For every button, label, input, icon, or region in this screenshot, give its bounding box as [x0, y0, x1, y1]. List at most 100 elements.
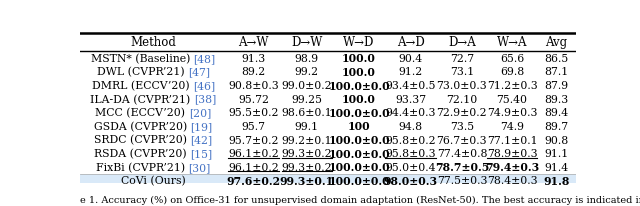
Text: 98.6±0.1: 98.6±0.1 [282, 108, 332, 118]
Text: 100.0: 100.0 [342, 67, 376, 77]
Text: 89.4: 89.4 [544, 108, 568, 118]
Text: 99.3±0.2: 99.3±0.2 [282, 149, 332, 158]
Text: 71.2±0.3: 71.2±0.3 [486, 81, 538, 91]
Text: Avg: Avg [545, 36, 567, 49]
Text: 87.1: 87.1 [544, 67, 568, 77]
Text: 91.8: 91.8 [543, 175, 570, 186]
Text: 72.9±0.2: 72.9±0.2 [436, 108, 487, 118]
Text: 97.6±0.2: 97.6±0.2 [227, 175, 281, 186]
Text: MSTN* (Baseline) [48]: MSTN* (Baseline) [48] [91, 53, 216, 64]
Text: 75.40: 75.40 [497, 94, 527, 104]
Text: 94.4±0.3: 94.4±0.3 [385, 108, 436, 118]
Text: 77.5±0.3: 77.5±0.3 [436, 176, 487, 185]
Text: 99.3±0.2: 99.3±0.2 [282, 162, 332, 172]
Text: 86.5: 86.5 [544, 54, 568, 63]
Text: 72.10: 72.10 [446, 94, 477, 104]
Text: 73.5: 73.5 [450, 121, 474, 131]
Text: 100.0±0.0: 100.0±0.0 [328, 134, 390, 145]
Text: 73.1: 73.1 [450, 67, 474, 77]
Text: 90.8: 90.8 [544, 135, 568, 145]
Text: 100.0±0.0: 100.0±0.0 [328, 107, 390, 118]
Text: 95.72: 95.72 [238, 94, 269, 104]
Text: 96.1±0.2: 96.1±0.2 [228, 149, 279, 158]
Text: DMRL (ECCV’20) [46]: DMRL (ECCV’20) [46] [92, 81, 215, 91]
Text: CoVi (Ours): CoVi (Ours) [121, 175, 186, 186]
Text: 93.37: 93.37 [395, 94, 426, 104]
Text: 100.0: 100.0 [342, 53, 376, 64]
Text: D→A: D→A [448, 36, 476, 49]
Text: GSDA (CVPR’20) [19]: GSDA (CVPR’20) [19] [93, 121, 212, 131]
Text: 89.3: 89.3 [544, 94, 568, 104]
Text: MCC (ECCV’20): MCC (ECCV’20) [95, 108, 189, 118]
Text: [48]: [48] [193, 54, 216, 63]
Text: 99.1: 99.1 [295, 121, 319, 131]
Text: SRDC (CVPR’20): SRDC (CVPR’20) [94, 135, 190, 145]
Text: 99.2±0.1: 99.2±0.1 [282, 135, 332, 145]
Text: DWL (CVPR’21) [47]: DWL (CVPR’21) [47] [97, 67, 210, 77]
Text: 95.8±0.2: 95.8±0.2 [385, 135, 436, 145]
Text: W→D: W→D [343, 36, 374, 49]
Text: DMRL (ECCV’20): DMRL (ECCV’20) [92, 81, 193, 91]
Text: 94.8: 94.8 [399, 121, 422, 131]
Text: 78.9±0.3: 78.9±0.3 [486, 149, 538, 158]
Text: 95.7: 95.7 [242, 121, 266, 131]
Text: [47]: [47] [188, 67, 210, 77]
Text: RSDA (CVPR’20): RSDA (CVPR’20) [94, 148, 190, 159]
Text: 90.4: 90.4 [399, 54, 422, 63]
Text: 74.9±0.3: 74.9±0.3 [487, 108, 537, 118]
Text: 87.9: 87.9 [544, 81, 568, 91]
Text: [42]: [42] [190, 135, 212, 145]
Text: 78.4±0.3: 78.4±0.3 [486, 176, 538, 185]
Text: 100.0±0.0: 100.0±0.0 [328, 162, 390, 172]
Text: 77.1±0.1: 77.1±0.1 [486, 135, 538, 145]
Text: 100: 100 [348, 121, 371, 132]
Text: 91.2: 91.2 [399, 67, 422, 77]
Text: MCC (ECCV’20) [20]: MCC (ECCV’20) [20] [95, 108, 211, 118]
Text: [38]: [38] [194, 94, 216, 104]
Text: 89.7: 89.7 [544, 121, 568, 131]
Text: 77.4±0.8: 77.4±0.8 [436, 149, 487, 158]
Text: 93.4±0.5: 93.4±0.5 [385, 81, 436, 91]
Text: 95.5±0.2: 95.5±0.2 [228, 108, 279, 118]
Text: 91.3: 91.3 [241, 54, 266, 63]
Text: SRDC (CVPR’20) [42]: SRDC (CVPR’20) [42] [94, 135, 212, 145]
Text: [46]: [46] [193, 81, 215, 91]
Text: 99.0±0.2: 99.0±0.2 [282, 81, 332, 91]
Text: A→D: A→D [397, 36, 424, 49]
Text: MSTN* (Baseline): MSTN* (Baseline) [91, 53, 193, 64]
Text: 96.1±0.2: 96.1±0.2 [228, 162, 279, 172]
Text: 98.0±0.3: 98.0±0.3 [383, 175, 438, 186]
Text: 69.8: 69.8 [500, 67, 524, 77]
Text: 100.0±0.0: 100.0±0.0 [328, 175, 390, 186]
Text: 99.2: 99.2 [295, 67, 319, 77]
Text: 89.2: 89.2 [241, 67, 266, 77]
Text: 95.0±0.4: 95.0±0.4 [385, 162, 436, 172]
Text: 99.3±0.1: 99.3±0.1 [280, 175, 334, 186]
Text: ILA-DA (CVPR’21) [38]: ILA-DA (CVPR’21) [38] [90, 94, 216, 104]
Bar [80, 174, 576, 187]
Text: FixBi (CVPR’21) [30]: FixBi (CVPR’21) [30] [96, 162, 211, 172]
Text: D→W: D→W [291, 36, 323, 49]
Text: 72.7: 72.7 [450, 54, 474, 63]
Text: 73.0±0.3: 73.0±0.3 [436, 81, 487, 91]
Text: 100.0±0.0: 100.0±0.0 [328, 148, 390, 159]
Text: 100.0±0.0: 100.0±0.0 [328, 80, 390, 91]
Text: 65.6: 65.6 [500, 54, 524, 63]
Text: Method: Method [130, 36, 176, 49]
Text: 95.7±0.2: 95.7±0.2 [228, 135, 279, 145]
Text: RSDA (CVPR’20) [15]: RSDA (CVPR’20) [15] [94, 148, 212, 159]
Text: 78.7±0.5: 78.7±0.5 [435, 162, 489, 172]
Text: [30]: [30] [188, 162, 211, 172]
Text: 74.9: 74.9 [500, 121, 524, 131]
Text: [20]: [20] [189, 108, 211, 118]
Text: 90.8±0.3: 90.8±0.3 [228, 81, 279, 91]
Text: 79.4±0.3: 79.4±0.3 [485, 162, 539, 172]
Text: [19]: [19] [191, 121, 212, 131]
Text: 76.7±0.3: 76.7±0.3 [436, 135, 487, 145]
Text: W→A: W→A [497, 36, 527, 49]
Text: 99.25: 99.25 [291, 94, 323, 104]
Text: A→W: A→W [238, 36, 269, 49]
Text: 98.9: 98.9 [295, 54, 319, 63]
Text: 100.0: 100.0 [342, 94, 376, 105]
Text: ILA-DA (CVPR’21): ILA-DA (CVPR’21) [90, 94, 194, 104]
